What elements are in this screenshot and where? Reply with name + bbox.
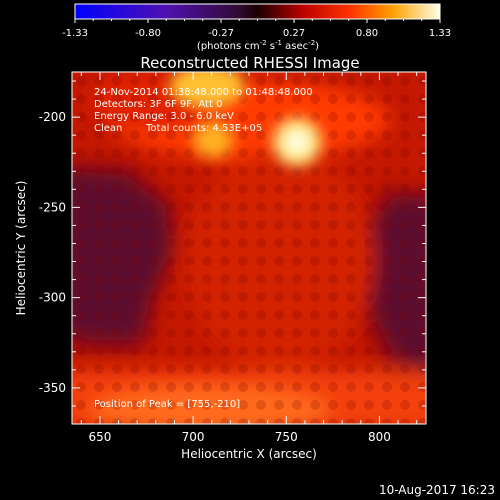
annotation-energy: Energy Range: 3.0 - 6.0 keV [94,111,234,122]
colorbar-tick-label: -0.80 [135,28,161,39]
cb-label-part: asec [282,41,308,52]
cb-label-part: s [267,41,275,52]
cb-label-part: ) [315,41,319,52]
chart-title: Reconstructed RHESSI Image [140,54,359,72]
cb-label-sup: -2 [260,39,267,47]
colorbar-tick-label: 0.80 [356,28,378,39]
y-tick-label: -300 [39,291,66,305]
footer-date: 10-Aug-2017 16:23 [379,483,495,497]
source-top [169,72,245,108]
cb-label-sup: -1 [275,39,282,47]
colorbar-scale [74,3,441,20]
y-tick-label: -200 [39,110,66,124]
colorbar-tick-label: -1.33 [62,28,88,39]
annotation-detectors: Detectors: 3F 6F 9F, Att 0 [94,99,222,110]
annotation-counts: Total counts: 4.53E+05 [145,123,262,134]
y-axis-label: Heliocentric Y (arcsec) [14,181,28,316]
annotation-time-range: 24-Nov-2014 01:38:48.000 to 01:48:48.000 [94,87,313,98]
colorbar-unit-label: (photons cm-2 s-1 asec-2) [197,39,319,52]
colorbar: -1.33 -0.80 -0.27 0.27 0.80 1.33 (photons cm-… [62,3,451,52]
x-tick-label: 700 [182,430,205,444]
annotation-peak: Position of Peak = [755,-210] [94,399,240,410]
x-axis: 650 700 750 800 [80,72,418,444]
x-tick-label: 650 [88,430,111,444]
colorbar-tick-label: 1.33 [429,28,451,39]
x-tick-label: 750 [275,430,298,444]
y-tick-label: -350 [39,381,66,395]
image-annotations: 24-Nov-2014 01:38:48.000 to 01:48:48.000… [94,87,313,410]
cb-label-part: (photons cm [197,41,260,52]
cb-label-sup: -2 [308,39,315,47]
heatmap-image [72,72,426,424]
x-tick-label: 800 [368,430,391,444]
x-axis-label: Heliocentric X (arcsec) [181,447,317,461]
source-left [193,122,233,158]
annotation-method: Clean [94,123,122,134]
colorbar-tick-label: -0.27 [208,28,234,39]
y-tick-label: -250 [39,200,66,214]
y-axis: -200 -250 -300 -350 [39,80,426,407]
colorbar-tick-label: 0.27 [283,28,305,39]
colorbar-ticks: -1.33 -0.80 -0.27 0.27 0.80 1.33 [62,19,451,39]
